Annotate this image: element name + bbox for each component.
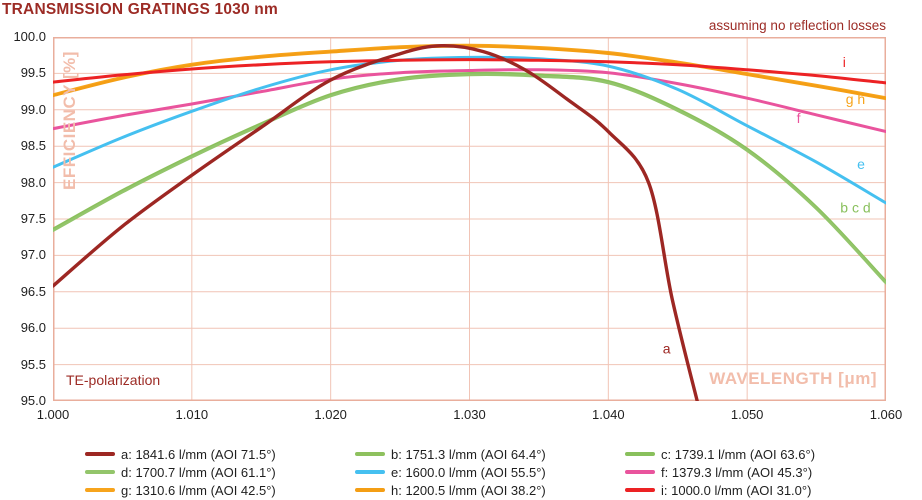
legend-label-f: f: 1379.3 l/mm (AOI 45.3°) bbox=[661, 464, 813, 480]
legend-item-e: e: 1600.0 l/mm (AOI 55.5°) bbox=[355, 465, 625, 480]
y-tick-label: 98.0 bbox=[20, 174, 46, 190]
legend-swatch-f bbox=[625, 469, 655, 475]
curve-a bbox=[53, 43, 699, 401]
y-tick-label: 98.5 bbox=[20, 138, 46, 154]
plot-border bbox=[53, 37, 886, 401]
legend-label-d: d: 1700.7 l/mm (AOI 61.1°) bbox=[121, 464, 276, 480]
curve-label-i: i bbox=[843, 54, 846, 70]
curve-h bbox=[53, 44, 886, 101]
curve-label-c: b c d bbox=[840, 200, 870, 216]
x-tick-label: 1.060 bbox=[869, 407, 903, 422]
legend-swatch-h bbox=[355, 487, 385, 493]
y-tick-label: 96.5 bbox=[20, 283, 46, 299]
plot-area: a b c d e f g h i bbox=[53, 37, 886, 401]
legend-swatch-d bbox=[85, 469, 115, 475]
legend-item-b: b: 1751.3 l/mm (AOI 64.4°) bbox=[355, 447, 625, 462]
curve-label-e: e bbox=[857, 156, 865, 172]
y-tick-label: 95.0 bbox=[20, 393, 46, 408]
chart-title: TRANSMISSION GRATINGS 1030 nm bbox=[2, 1, 278, 18]
legend: a: 1841.6 l/mm (AOI 71.5°) b: 1751.3 l/mm… bbox=[85, 445, 892, 499]
legend-label-a: a: 1841.6 l/mm (AOI 71.5°) bbox=[121, 446, 276, 462]
y-tick-label: 99.0 bbox=[20, 101, 46, 117]
chart-canvas: a b c d e f g h i bbox=[53, 37, 886, 401]
curve-d bbox=[53, 73, 886, 285]
x-tick-label: 1.010 bbox=[175, 407, 209, 422]
y-tick-label: 97.5 bbox=[20, 211, 46, 226]
curve-label-g: g h bbox=[846, 91, 865, 107]
curve-e bbox=[53, 55, 886, 205]
x-tick-label: 1.040 bbox=[592, 407, 625, 422]
legend-label-i: i: 1000.0 l/mm (AOI 31.0°) bbox=[661, 482, 812, 498]
legend-swatch-c bbox=[625, 451, 655, 457]
legend-item-f: f: 1379.3 l/mm (AOI 45.3°) bbox=[625, 465, 892, 480]
x-tick-label: 1.020 bbox=[314, 407, 347, 422]
legend-item-g: g: 1310.6 l/mm (AOI 42.5°) bbox=[85, 483, 355, 498]
legend-item-a: a: 1841.6 l/mm (AOI 71.5°) bbox=[85, 447, 355, 462]
y-tick-label: 96.0 bbox=[20, 320, 46, 336]
y-tick-label: 95.5 bbox=[20, 356, 46, 372]
legend-item-h: h: 1200.5 l/mm (AOI 38.2°) bbox=[355, 483, 625, 498]
legend-label-e: e: 1600.0 l/mm (AOI 55.5°) bbox=[391, 464, 546, 480]
x-tick-label: 1.000 bbox=[36, 407, 70, 422]
y-axis-label: EFFICIENCY [%] bbox=[60, 51, 79, 190]
y-tick-label: 99.5 bbox=[20, 65, 46, 81]
legend-swatch-a bbox=[85, 451, 115, 457]
y-tick-label: 100.0 bbox=[13, 29, 46, 44]
legend-item-i: i: 1000.0 l/mm (AOI 31.0°) bbox=[625, 483, 892, 498]
legend-label-c: c: 1739.1 l/mm (AOI 63.6°) bbox=[661, 446, 816, 462]
y-tick-label: 97.0 bbox=[20, 247, 46, 263]
x-tick-label: 1.030 bbox=[453, 407, 486, 422]
curve-label-a: a bbox=[663, 341, 671, 357]
legend-label-g: g: 1310.6 l/mm (AOI 42.5°) bbox=[121, 482, 276, 498]
curve-label-f: f bbox=[797, 110, 801, 126]
legend-swatch-g bbox=[85, 487, 115, 493]
curve-i bbox=[53, 58, 886, 85]
legend-label-b: b: 1751.3 l/mm (AOI 64.4°) bbox=[391, 446, 546, 462]
x-axis-label: WAVELENGTH [μm] bbox=[709, 369, 877, 388]
legend-swatch-i bbox=[625, 487, 655, 493]
legend-item-c: c: 1739.1 l/mm (AOI 63.6°) bbox=[625, 447, 892, 462]
x-tick-label: 1.050 bbox=[730, 407, 764, 422]
polarization-label: TE-polarization bbox=[66, 372, 161, 388]
legend-label-h: h: 1200.5 l/mm (AOI 38.2°) bbox=[391, 482, 546, 498]
legend-swatch-e bbox=[355, 469, 385, 475]
legend-item-d: d: 1700.7 l/mm (AOI 61.1°) bbox=[85, 465, 355, 480]
assumption-note: assuming no reflection losses bbox=[708, 18, 886, 33]
curve-f bbox=[53, 68, 886, 134]
legend-swatch-b bbox=[355, 451, 385, 457]
